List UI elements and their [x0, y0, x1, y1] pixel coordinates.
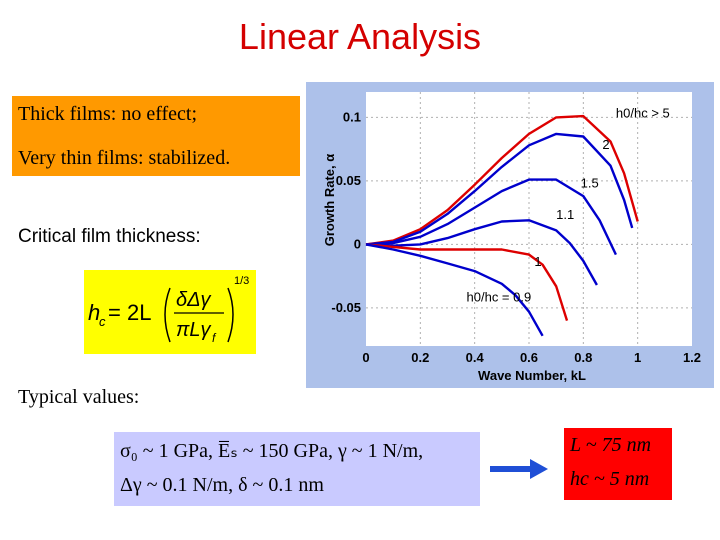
note-critical-thickness: Critical film thickness:	[18, 226, 201, 247]
y-tick-label: -0.05	[331, 300, 361, 315]
note-thin-films: Very thin films: stabilized.	[18, 147, 231, 169]
y-tick-labels: 0.1 0.05 0 -0.05	[331, 109, 361, 315]
formula-denominator: πLγ	[176, 319, 212, 341]
formula-box: h c = 2L δΔγ πLγ f 1/3	[84, 270, 256, 354]
x-tick-label: 1.2	[683, 350, 701, 365]
curve-label-5: h0/hc = 0.9	[467, 290, 532, 305]
x-tick-label: 0.2	[411, 350, 429, 365]
curve-label-4: 1	[534, 254, 541, 269]
series-line-2	[365, 178, 617, 256]
formula-left-paren	[164, 287, 171, 343]
critical-thickness-formula: h c = 2L δΔγ πLγ f 1/3	[88, 275, 249, 345]
formula-exponent: 1/3	[234, 275, 249, 287]
formula-lhs: h	[88, 300, 100, 325]
x-tick-label: 1	[634, 350, 641, 365]
x-tick-label: 0.8	[574, 350, 592, 365]
note-thick-films: Thick films: no effect;	[18, 103, 198, 125]
y-tick-label: 0	[354, 236, 361, 251]
result-box: L ~ 75 nm hc ~ 5 nm	[564, 428, 672, 500]
typical-values-box: σ₀ ~ 1 GPa, E̅ₛ ~ 150 GPa, γ ~ 1 N/m, Δγ…	[114, 432, 480, 506]
series-line-5	[365, 243, 544, 337]
series-line-0	[365, 114, 639, 246]
result-line2: hc ~ 5 nm	[570, 468, 650, 490]
result-arrow-icon	[490, 459, 548, 479]
formula-eq: = 2L	[108, 300, 151, 325]
note-typical-values: Typical values:	[18, 386, 140, 408]
series-layer	[365, 114, 639, 337]
curve-label-1: 2	[602, 137, 609, 152]
x-tick-labels: 0 0.2 0.4 0.6 0.8 1 1.2	[362, 350, 701, 365]
chart-frame: 0 0.2 0.4 0.6 0.8 1 1.2 0.1 0.05 0 -0.05 h0/hc > …	[306, 82, 714, 388]
y-tick-label: 0.1	[343, 109, 361, 124]
grid-lines	[366, 92, 692, 346]
formula-denominator-sub: f	[212, 331, 217, 345]
growth-rate-chart: 0 0.2 0.4 0.6 0.8 1 1.2 0.1 0.05 0 -0.05 h0/hc > …	[322, 92, 701, 383]
y-axis-label: Growth Rate, α	[322, 154, 337, 247]
y-tick-label: 0.05	[336, 173, 361, 188]
series-line-4	[365, 243, 569, 321]
x-tick-label: 0.4	[466, 350, 485, 365]
slide-title: Linear Analysis	[238, 16, 482, 57]
highlight-box-orange	[12, 96, 300, 176]
typical-values-line1: σ₀ ~ 1 GPa, E̅ₛ ~ 150 GPa, γ ~ 1 N/m,	[120, 440, 424, 462]
curve-label-3: 1.1	[556, 207, 574, 222]
series-line-3	[365, 219, 598, 286]
curve-label-0: h0/hc > 5	[616, 105, 670, 120]
formula-lhs-sub: c	[99, 314, 106, 329]
series-line-1	[365, 132, 634, 246]
curve-label-2: 1.5	[581, 175, 599, 190]
annotations: h0/hc > 5 2 1.5 1.1 1 h0/hc = 0.9	[467, 105, 670, 304]
x-tick-label: 0	[362, 350, 369, 365]
formula-numerator: δΔγ	[176, 289, 212, 311]
result-line1: L ~ 75 nm	[570, 434, 652, 456]
typical-values-line2: Δγ ~ 0.1 N/m, δ ~ 0.1 nm	[120, 474, 324, 496]
x-tick-label: 0.6	[520, 350, 538, 365]
x-axis-label: Wave Number, kL	[478, 368, 586, 383]
formula-right-paren	[227, 287, 234, 343]
